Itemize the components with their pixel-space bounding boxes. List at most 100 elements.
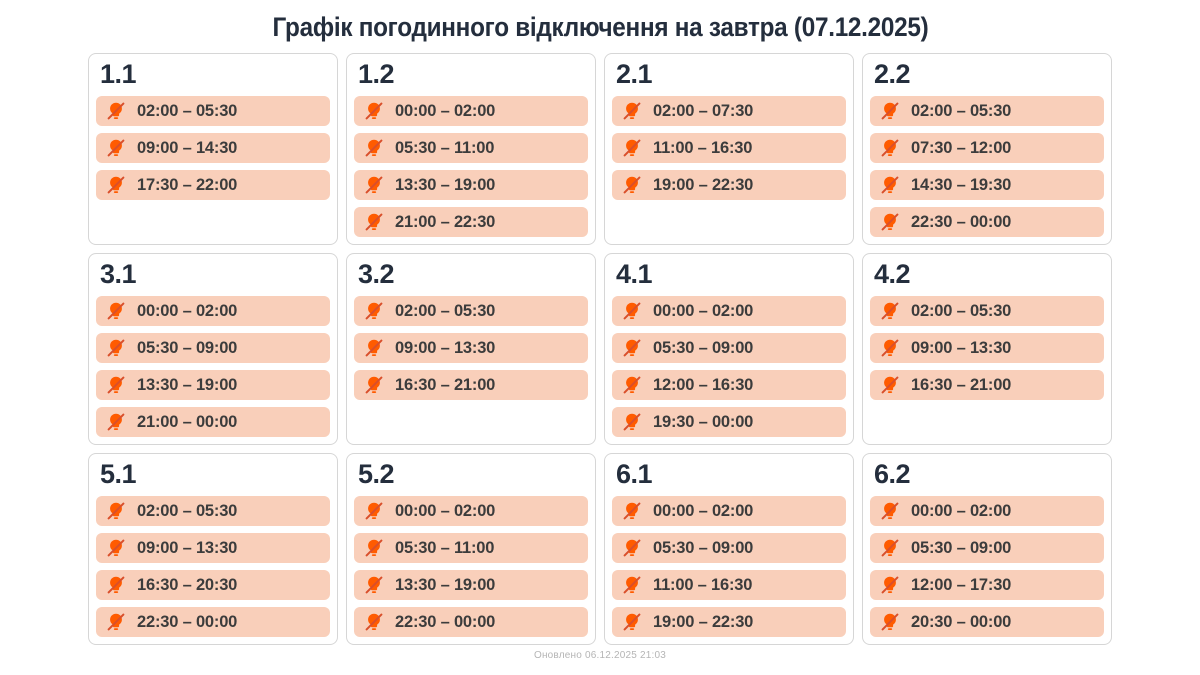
outage-time-range: 12:00 – 17:30	[911, 575, 1012, 594]
outage-time-range: 21:00 – 00:00	[137, 412, 238, 431]
outage-time-range: 17:30 – 22:00	[137, 175, 238, 194]
lightbulb-slash-icon	[623, 576, 641, 594]
queue-card: 5.2 00:00 – 02:00 05:30 – 11:00 13:30 – …	[346, 453, 596, 646]
outage-slot: 00:00 – 02:00	[612, 496, 846, 527]
outage-slot: 13:30 – 19:00	[354, 570, 588, 601]
outage-time-range: 05:30 – 09:00	[653, 338, 754, 357]
queue-number: 3.2	[358, 259, 395, 290]
outage-time-range: 02:00 – 05:30	[911, 301, 1012, 320]
lightbulb-slash-icon	[623, 139, 641, 157]
lightbulb-slash-icon	[881, 339, 899, 357]
outage-time-range: 00:00 – 02:00	[395, 101, 496, 120]
updated-timestamp: Оновлено 06.12.2025 21:03	[533, 650, 667, 662]
outage-slot: 22:30 – 00:00	[96, 607, 330, 638]
queue-number: 5.1	[100, 459, 137, 490]
outage-slot: 05:30 – 09:00	[870, 533, 1104, 564]
outage-slot: 16:30 – 21:00	[870, 370, 1104, 401]
outage-time-range: 22:30 – 00:00	[911, 212, 1012, 231]
queue-number: 2.1	[616, 59, 653, 90]
lightbulb-slash-icon	[107, 102, 125, 120]
outage-time-range: 16:30 – 21:00	[911, 375, 1012, 394]
page-title-text: Графік погодинного відключення на завтра…	[271, 12, 929, 42]
outage-slot: 02:00 – 05:30	[354, 296, 588, 327]
lightbulb-slash-icon	[365, 539, 383, 557]
queue-number: 3.1	[100, 259, 137, 290]
outage-time-range: 00:00 – 02:00	[137, 301, 238, 320]
lightbulb-slash-icon	[365, 376, 383, 394]
outage-slot: 21:00 – 22:30	[354, 207, 588, 238]
outage-time-range: 19:00 – 22:30	[653, 612, 754, 631]
outage-slot: 02:00 – 05:30	[870, 296, 1104, 327]
outage-slot: 12:00 – 16:30	[612, 370, 846, 401]
lightbulb-slash-icon	[365, 102, 383, 120]
lightbulb-slash-icon	[881, 376, 899, 394]
outage-time-range: 02:00 – 05:30	[137, 501, 238, 520]
queue-number: 4.1	[616, 259, 653, 290]
lightbulb-slash-icon	[881, 139, 899, 157]
lightbulb-slash-icon	[881, 539, 899, 557]
lightbulb-slash-icon	[881, 176, 899, 194]
outage-time-range: 20:30 – 00:00	[911, 612, 1012, 631]
lightbulb-slash-icon	[881, 576, 899, 594]
outage-time-range: 16:30 – 21:00	[395, 375, 496, 394]
lightbulb-slash-icon	[107, 376, 125, 394]
lightbulb-slash-icon	[623, 539, 641, 557]
outage-time-range: 02:00 – 05:30	[137, 101, 238, 120]
lightbulb-slash-icon	[365, 502, 383, 520]
outage-slot: 02:00 – 05:30	[96, 496, 330, 527]
queue-number: 1.2	[358, 59, 395, 90]
lightbulb-slash-icon	[881, 213, 899, 231]
outage-time-range: 21:00 – 22:30	[395, 212, 496, 231]
lightbulb-slash-icon	[365, 213, 383, 231]
outage-slot: 02:00 – 07:30	[612, 96, 846, 127]
lightbulb-slash-icon	[107, 139, 125, 157]
lightbulb-slash-icon	[623, 339, 641, 357]
lightbulb-slash-icon	[107, 413, 125, 431]
outage-slot: 00:00 – 02:00	[96, 296, 330, 327]
outage-slot: 20:30 – 00:00	[870, 607, 1104, 638]
lightbulb-slash-icon	[107, 502, 125, 520]
queue-number: 2.2	[874, 59, 911, 90]
outage-slot: 05:30 – 11:00	[354, 133, 588, 164]
lightbulb-slash-icon	[881, 102, 899, 120]
outage-slot: 02:00 – 05:30	[870, 96, 1104, 127]
queue-card: 1.1 02:00 – 05:30 09:00 – 14:30 17:30 – …	[88, 53, 338, 246]
lightbulb-slash-icon	[365, 576, 383, 594]
lightbulb-slash-icon	[881, 302, 899, 320]
queue-number: 6.2	[874, 459, 911, 490]
outage-time-range: 16:30 – 20:30	[137, 575, 238, 594]
outage-slot: 02:00 – 05:30	[96, 96, 330, 127]
outage-slot: 05:30 – 09:00	[96, 333, 330, 364]
outage-slot: 21:00 – 00:00	[96, 407, 330, 438]
outage-time-range: 02:00 – 05:30	[911, 101, 1012, 120]
outage-time-range: 05:30 – 09:00	[137, 338, 238, 357]
queue-card: 1.2 00:00 – 02:00 05:30 – 11:00 13:30 – …	[346, 53, 596, 246]
lightbulb-slash-icon	[623, 302, 641, 320]
outage-time-range: 22:30 – 00:00	[137, 612, 238, 631]
outage-time-range: 00:00 – 02:00	[395, 501, 496, 520]
outage-slot: 09:00 – 14:30	[96, 133, 330, 164]
outage-time-range: 14:30 – 19:30	[911, 175, 1012, 194]
outage-time-range: 05:30 – 11:00	[395, 138, 495, 157]
outage-slot: 13:30 – 19:00	[354, 170, 588, 201]
outage-time-range: 00:00 – 02:00	[653, 501, 754, 520]
outage-slot: 05:30 – 11:00	[354, 533, 588, 564]
page-title: Графік погодинного відключення на завтра…	[0, 12, 1200, 43]
outage-time-range: 19:00 – 22:30	[653, 175, 754, 194]
outage-time-range: 13:30 – 19:00	[395, 175, 496, 194]
outage-slot: 16:30 – 21:00	[354, 370, 588, 401]
outage-time-range: 00:00 – 02:00	[911, 501, 1012, 520]
lightbulb-slash-icon	[623, 613, 641, 631]
outage-slot: 19:00 – 22:30	[612, 607, 846, 638]
outage-time-range: 09:00 – 13:30	[137, 538, 238, 557]
outage-time-range: 09:00 – 13:30	[395, 338, 496, 357]
outage-time-range: 00:00 – 02:00	[653, 301, 754, 320]
outage-time-range: 05:30 – 11:00	[395, 538, 495, 557]
queue-card: 3.2 02:00 – 05:30 09:00 – 13:30 16:30 – …	[346, 253, 596, 446]
outage-slot: 14:30 – 19:30	[870, 170, 1104, 201]
lightbulb-slash-icon	[107, 613, 125, 631]
lightbulb-slash-icon	[107, 176, 125, 194]
queue-card: 6.2 00:00 – 02:00 05:30 – 09:00 12:00 – …	[862, 453, 1112, 646]
outage-time-range: 09:00 – 14:30	[137, 138, 238, 157]
outage-slot: 05:30 – 09:00	[612, 533, 846, 564]
